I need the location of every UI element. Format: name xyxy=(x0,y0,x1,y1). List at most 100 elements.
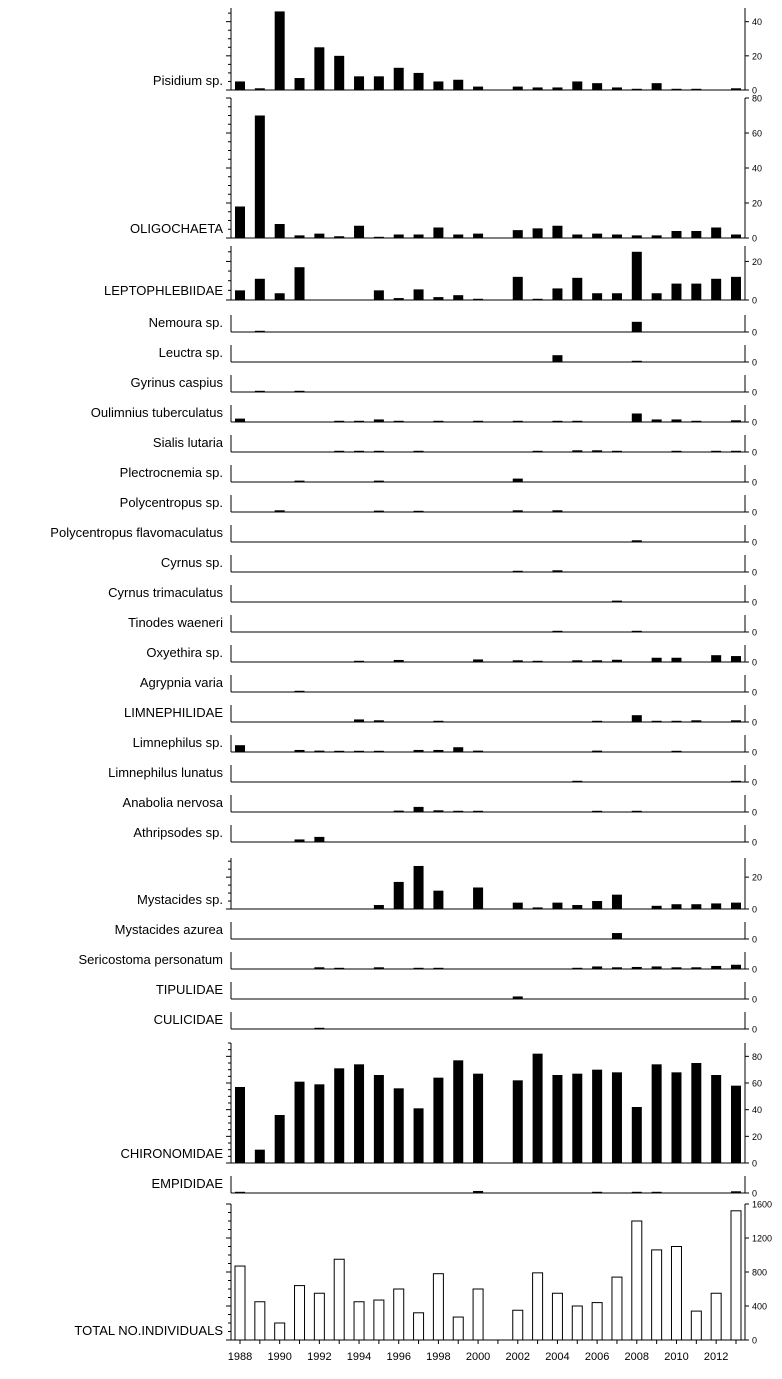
bar xyxy=(334,1068,345,1163)
bar xyxy=(512,510,523,512)
bar xyxy=(532,1272,544,1341)
bar xyxy=(711,965,722,969)
bar xyxy=(453,234,464,238)
bar xyxy=(532,87,543,90)
bar xyxy=(373,419,384,422)
bar xyxy=(611,1072,622,1163)
series-label: Polycentropus sp. xyxy=(120,495,223,510)
bar xyxy=(294,267,305,300)
bar xyxy=(314,233,325,238)
bar xyxy=(731,780,741,782)
bar xyxy=(731,720,741,722)
bar xyxy=(631,251,642,300)
bar xyxy=(472,1288,484,1341)
series-label: EMPIDIDAE xyxy=(151,1176,223,1191)
bar xyxy=(452,1316,464,1341)
bar xyxy=(274,11,285,91)
bar xyxy=(433,420,444,422)
bar xyxy=(730,1210,742,1341)
bar xyxy=(552,570,563,572)
y-tick-label: 40 xyxy=(752,1105,762,1115)
bar xyxy=(592,750,603,752)
y-tick-label: 40 xyxy=(752,17,762,27)
bar xyxy=(354,660,365,662)
bar xyxy=(671,1072,682,1163)
bar xyxy=(552,902,563,909)
bar xyxy=(274,1115,285,1163)
x-tick-label: 2000 xyxy=(466,1351,490,1363)
bar xyxy=(671,450,682,452)
series-label: Cyrnus trimaculatus xyxy=(108,585,223,600)
bar xyxy=(731,656,741,662)
bar xyxy=(413,72,424,90)
bar xyxy=(235,745,245,752)
y-tick-label: 0 xyxy=(752,1025,757,1035)
y-tick-label: 0 xyxy=(752,568,757,578)
y-tick-label: 60 xyxy=(752,129,762,139)
bar xyxy=(413,289,424,300)
bar xyxy=(691,231,702,238)
bar xyxy=(274,224,285,238)
x-tick-label: 1990 xyxy=(267,1351,291,1363)
bar xyxy=(691,420,702,422)
bar xyxy=(235,81,245,90)
series-label: Tinodes waeneri xyxy=(128,615,223,630)
y-tick-label: 0 xyxy=(752,965,757,975)
bar xyxy=(592,966,603,969)
bar xyxy=(552,87,563,90)
y-tick-label: 0 xyxy=(752,598,757,608)
bar xyxy=(413,967,424,969)
bar xyxy=(433,297,444,300)
bar xyxy=(393,420,404,422)
x-tick-label: 2012 xyxy=(704,1351,728,1363)
bar xyxy=(671,967,682,969)
bar xyxy=(631,413,642,422)
series-label: Sialis lutaria xyxy=(153,435,224,450)
bar xyxy=(711,227,722,238)
bar xyxy=(373,720,384,722)
y-tick-label: 0 xyxy=(752,1189,757,1199)
bar xyxy=(512,902,523,909)
bar xyxy=(314,836,325,842)
bar xyxy=(433,81,444,90)
bar xyxy=(572,780,583,782)
bar xyxy=(691,904,702,909)
bar xyxy=(651,657,662,662)
bar xyxy=(453,810,464,812)
series-label: Mystacides azurea xyxy=(115,922,224,937)
series-label: Mystacides sp. xyxy=(137,892,223,907)
x-tick-label: 1996 xyxy=(386,1351,410,1363)
bar xyxy=(433,749,444,752)
bar xyxy=(313,1292,325,1341)
x-tick-label: 1994 xyxy=(347,1351,371,1363)
bar xyxy=(552,420,563,422)
y-tick-label: 1200 xyxy=(752,1234,772,1244)
y-tick-label: 20 xyxy=(752,257,762,267)
bar xyxy=(354,750,365,752)
bar xyxy=(731,902,741,909)
series-label: Oxyethira sp. xyxy=(146,645,223,660)
bar xyxy=(691,967,702,969)
bar xyxy=(552,1075,563,1163)
bar xyxy=(314,1027,325,1029)
bar xyxy=(532,450,543,452)
bar xyxy=(254,278,265,300)
bar xyxy=(294,749,305,752)
bar xyxy=(294,390,305,392)
y-tick-label: 0 xyxy=(752,86,757,96)
bar xyxy=(274,510,285,512)
bar xyxy=(473,420,484,422)
bar xyxy=(373,290,384,300)
series-label: TIPULIDAE xyxy=(156,982,224,997)
bar xyxy=(373,750,384,752)
x-tick-label: 1988 xyxy=(228,1351,252,1363)
bar xyxy=(552,355,563,362)
bar xyxy=(671,283,682,300)
series-label: TOTAL NO.INDIVIDUALS xyxy=(74,1323,223,1338)
bar xyxy=(373,967,384,969)
bar xyxy=(611,293,622,300)
x-tick-label: 1992 xyxy=(307,1351,331,1363)
bar xyxy=(512,1080,523,1163)
y-tick-label: 0 xyxy=(752,778,757,788)
bar xyxy=(334,967,345,969)
